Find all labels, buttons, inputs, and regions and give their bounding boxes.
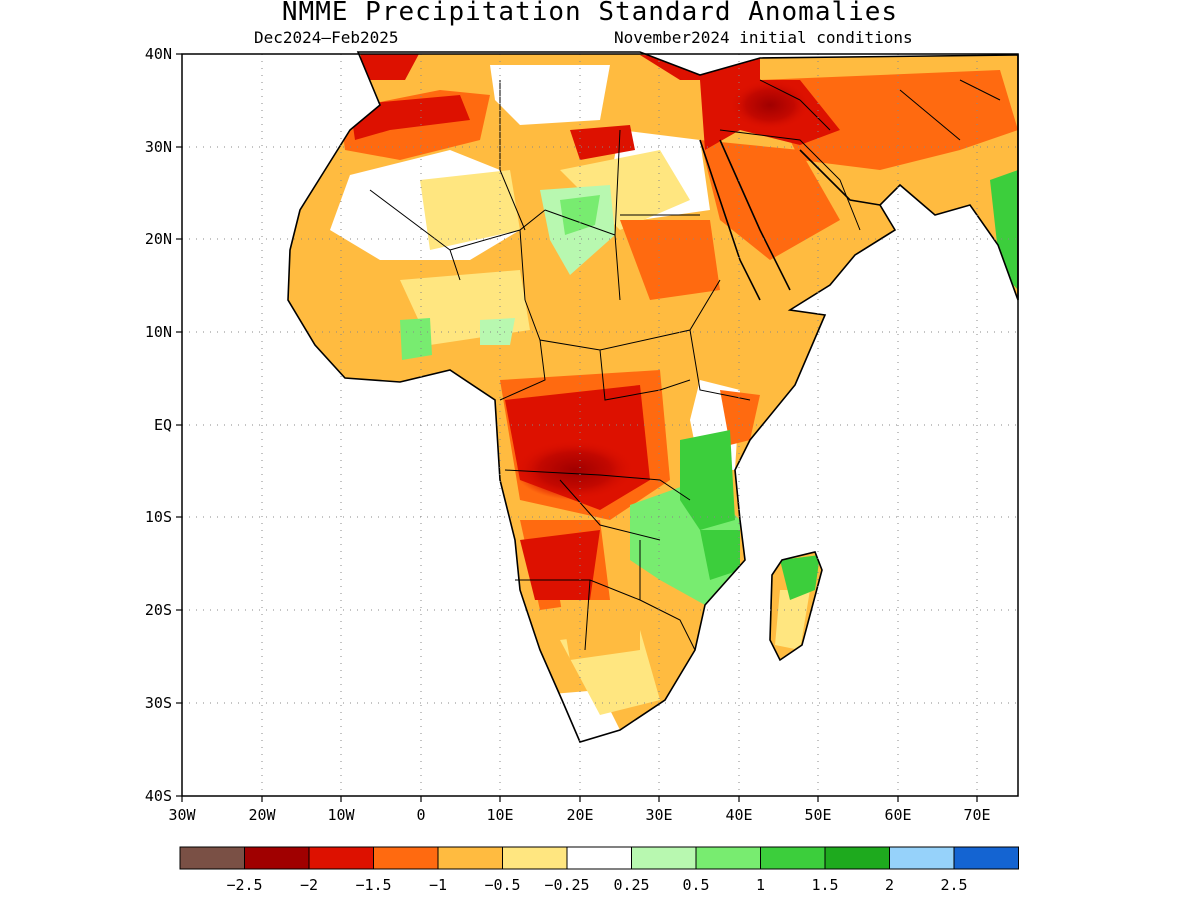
red-sea-outline <box>699 139 791 301</box>
legend-swatch-7 <box>631 846 697 870</box>
legend-label-11: 2.5 <box>940 876 967 894</box>
x-tick-marks <box>181 796 978 802</box>
moderate-dry-iran <box>760 70 1018 170</box>
y-label-eq: EQ <box>154 416 172 434</box>
y-label-20s: 20S <box>145 601 172 619</box>
legend-label-7: 0.5 <box>682 876 709 894</box>
legend-label-5: −0.25 <box>544 876 589 894</box>
legend-label-0: −2.5 <box>226 876 262 894</box>
legend-labels: −2.5 −2 −1.5 −1 −0.5 −0.25 0.25 0.5 1 1.… <box>226 876 967 894</box>
wet-india <box>990 170 1018 290</box>
moderate-dry-sudan <box>620 220 720 300</box>
y-tick-marks <box>176 53 182 797</box>
legend-label-6: 0.25 <box>613 876 649 894</box>
legend-swatch-0 <box>179 846 245 870</box>
moderate-dry-arabia <box>700 140 840 260</box>
persian-gulf-outline <box>799 149 881 206</box>
wet-ghana <box>400 318 432 360</box>
strong-dry-maghreb <box>350 95 470 140</box>
legend-swatch-1 <box>244 846 310 870</box>
y-label-10n: 10N <box>145 323 172 341</box>
legend-swatch-2 <box>308 846 374 870</box>
legend-swatch-11 <box>889 846 955 870</box>
x-label-10w: 10W <box>327 806 355 824</box>
wet-madagascar <box>780 555 820 600</box>
slight-dry-central-sahara <box>420 170 520 250</box>
x-label-40e: 40E <box>725 806 752 824</box>
map-title: NMME Precipitation Standard Anomalies <box>281 0 899 27</box>
weak-dry-kalahari <box>560 600 640 660</box>
legend-label-8: 1 <box>756 876 765 894</box>
y-tick-labels: 40N 30N 20N 10N EQ 10S 20S 30S 40S <box>145 45 172 805</box>
legend-swatch-5 <box>502 846 568 870</box>
y-label-10s: 10S <box>145 508 172 526</box>
x-label-20e: 20E <box>566 806 593 824</box>
madagascar-coastline <box>769 551 823 662</box>
x-label-30w: 30W <box>168 806 196 824</box>
africa-coastline <box>287 51 1019 743</box>
legend-colorbar <box>179 846 1019 870</box>
strong-dry-iberia <box>360 54 420 80</box>
strong-dry-angola <box>520 530 600 600</box>
legend-swatch-9 <box>760 846 826 870</box>
legend-label-9: 1.5 <box>811 876 838 894</box>
x-label-10e: 10E <box>486 806 513 824</box>
legend-label-4: −0.5 <box>484 876 520 894</box>
extreme-dry-core-congo <box>515 440 635 500</box>
x-tick-labels: 30W 20W 10W 0 10E 20E 30E 40E 50E 60E 70… <box>168 806 990 824</box>
legend-swatch-6 <box>566 846 632 870</box>
x-label-60e: 60E <box>884 806 911 824</box>
legend-swatch-12 <box>953 846 1019 870</box>
legend-label-10: 2 <box>885 876 894 894</box>
legend-swatch-3 <box>373 846 439 870</box>
legend-label-1: −2 <box>300 876 318 894</box>
very-wet-mozambique <box>700 530 740 580</box>
legend-label-2: −1.5 <box>355 876 391 894</box>
slight-dry-libya <box>560 150 690 230</box>
y-label-40s: 40S <box>145 787 172 805</box>
x-label-30e: 30E <box>645 806 672 824</box>
y-label-30s: 30S <box>145 694 172 712</box>
slight-dry-madagascar <box>775 590 810 650</box>
x-label-20w: 20W <box>248 806 276 824</box>
gridlines <box>182 54 1018 796</box>
coastlines <box>287 51 1019 743</box>
legend-swatch-4 <box>437 846 503 870</box>
y-label-30n: 30N <box>145 138 172 156</box>
x-label-70e: 70E <box>963 806 990 824</box>
x-label-0: 0 <box>416 806 425 824</box>
legend-swatch-8 <box>695 846 761 870</box>
forecast-period: Dec2024–Feb2025 <box>254 28 399 47</box>
country-borders <box>369 79 1001 651</box>
initial-conditions: November2024 initial conditions <box>614 28 913 47</box>
very-wet-tanzania <box>680 430 735 530</box>
legend-swatch-10 <box>824 846 890 870</box>
extreme-dry-core-iraq <box>730 80 810 130</box>
y-label-20n: 20N <box>145 230 172 248</box>
legend-label-3: −1 <box>429 876 447 894</box>
y-label-40n: 40N <box>145 45 172 63</box>
x-label-50e: 50E <box>804 806 831 824</box>
